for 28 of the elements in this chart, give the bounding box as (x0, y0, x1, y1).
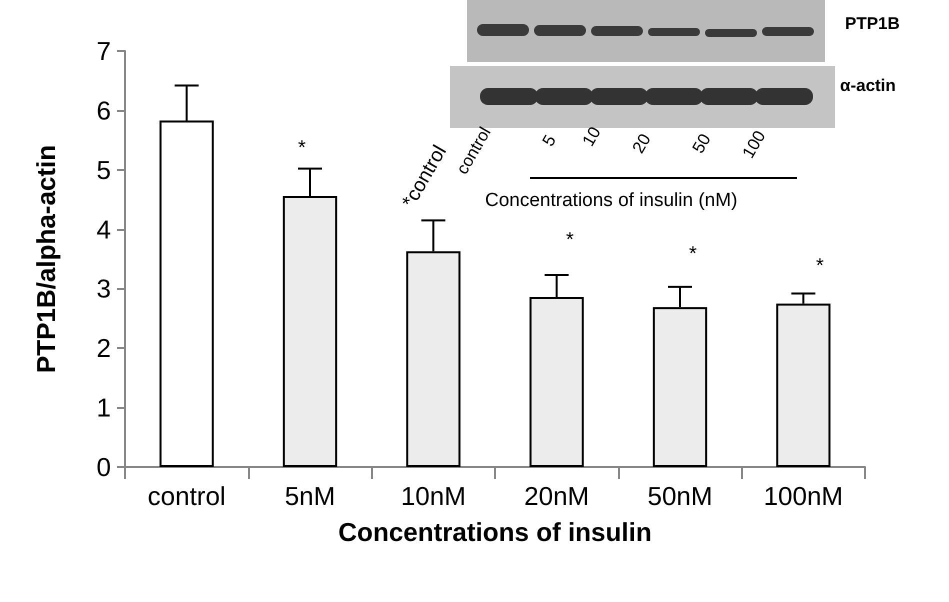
x-tick-label: 100nM (764, 481, 844, 511)
annotation: Concentrations of insulin (nM) (485, 190, 738, 212)
annotation: * (566, 229, 574, 252)
y-tick-label: 5 (96, 154, 111, 185)
annotation: 20 (628, 130, 656, 157)
annotation: * (816, 255, 824, 278)
x-tick-label: control (148, 481, 226, 511)
y-tick-label: 0 (96, 452, 111, 482)
annotation: * (298, 137, 306, 160)
annotation: 50 (688, 130, 716, 157)
x-axis-title: Concentrations of insulin (338, 517, 652, 547)
y-tick-label: 2 (96, 333, 111, 364)
x-tick-label: 10nM (400, 481, 466, 511)
x-tick-label: 50nM (647, 481, 713, 511)
y-tick-label: 3 (96, 274, 111, 304)
annotation: * (689, 243, 697, 266)
annotation: 10 (578, 124, 606, 150)
x-tick-label: 20nM (524, 481, 590, 511)
x-tick-label: 5nM (284, 481, 336, 511)
y-tick-label: 4 (96, 214, 111, 244)
y-tick-label: 6 (96, 95, 111, 126)
y-tick-label: 1 (96, 392, 111, 423)
y-tick-label: 7 (96, 36, 111, 66)
annotation: α-actin (840, 76, 896, 96)
y-axis-title: PTP1B/alpha-actin (31, 144, 61, 374)
text: PTP1B (845, 14, 900, 34)
annotation: 100 (738, 127, 770, 162)
annotation: 5 (538, 132, 561, 150)
